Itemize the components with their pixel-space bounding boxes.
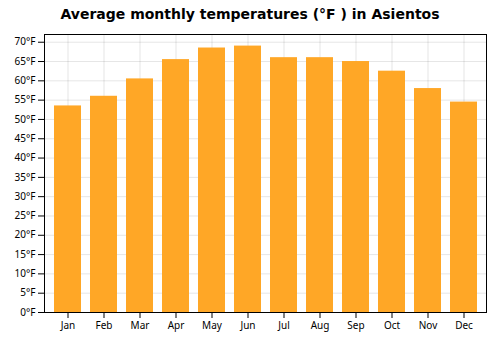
svg-text:Jun: Jun xyxy=(239,318,255,332)
svg-text:20°F: 20°F xyxy=(15,227,36,241)
svg-text:40°F: 40°F xyxy=(15,150,36,164)
svg-text:50°F: 50°F xyxy=(15,112,36,126)
svg-text:Apr: Apr xyxy=(168,318,185,332)
svg-text:5°F: 5°F xyxy=(20,285,35,299)
svg-text:65°F: 65°F xyxy=(15,54,36,68)
svg-text:Jan: Jan xyxy=(60,318,76,332)
svg-text:Mar: Mar xyxy=(131,318,150,332)
svg-text:Dec: Dec xyxy=(455,318,473,332)
svg-text:70°F: 70°F xyxy=(15,34,36,48)
svg-text:55°F: 55°F xyxy=(15,92,36,106)
svg-text:10°F: 10°F xyxy=(15,266,36,280)
svg-text:Aug: Aug xyxy=(311,318,330,332)
svg-text:Jul: Jul xyxy=(277,318,290,332)
svg-text:45°F: 45°F xyxy=(15,131,36,145)
svg-text:60°F: 60°F xyxy=(15,73,36,87)
svg-text:May: May xyxy=(202,318,223,332)
svg-text:15°F: 15°F xyxy=(15,247,36,261)
html-text:Average monthly temperatures (: Average monthly temperatures (°F ) in As… xyxy=(60,6,440,22)
svg-text:35°F: 35°F xyxy=(15,170,36,184)
svg-text:30°F: 30°F xyxy=(15,189,36,203)
svg-text:25°F: 25°F xyxy=(15,208,36,222)
svg-text:Sep: Sep xyxy=(347,318,364,332)
svg-text:Feb: Feb xyxy=(96,318,113,332)
svg-text:Nov: Nov xyxy=(419,318,438,332)
svg-text:0°F: 0°F xyxy=(20,305,35,319)
svg-text:Oct: Oct xyxy=(384,318,401,332)
